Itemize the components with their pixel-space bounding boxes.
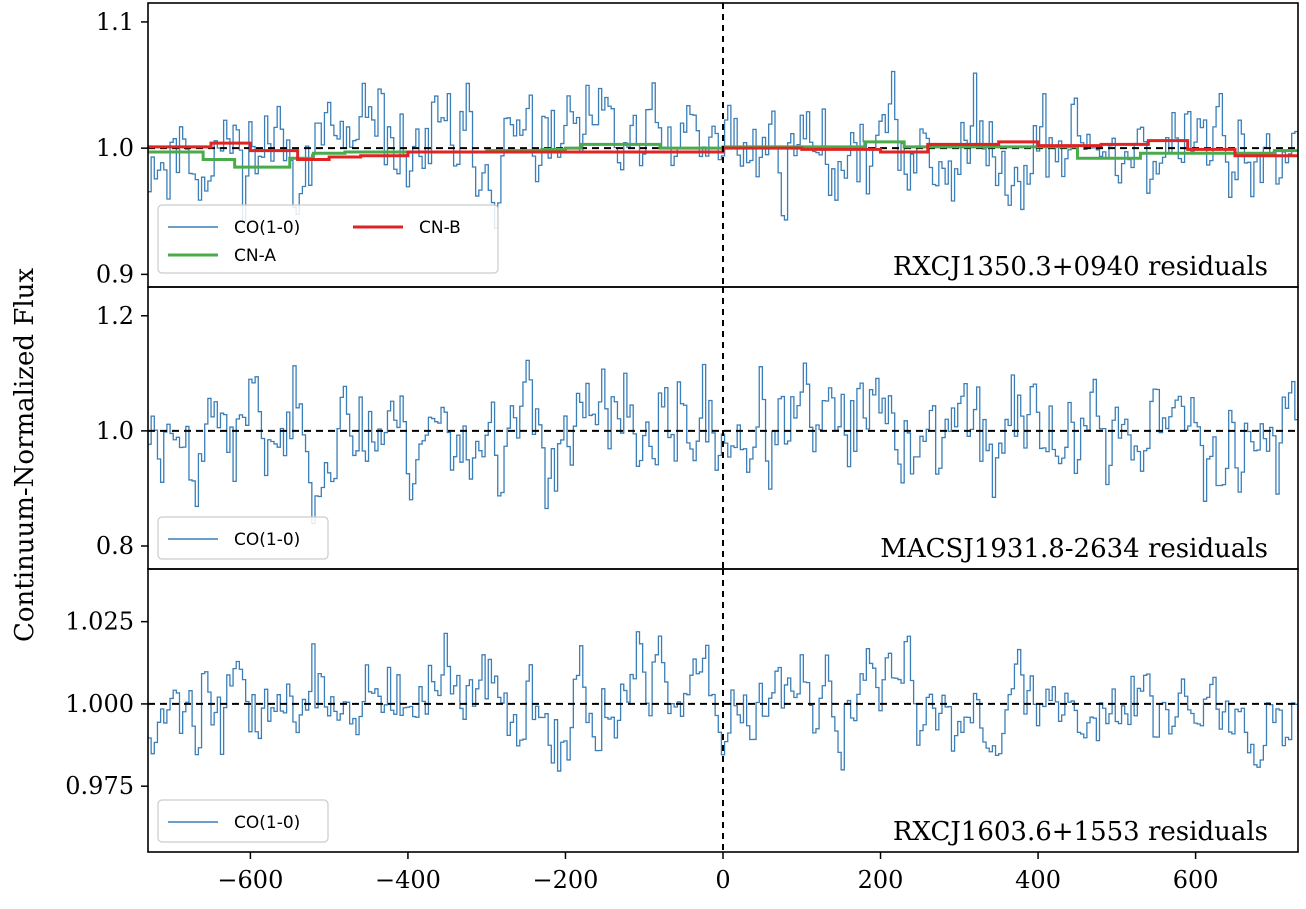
panel-label: RXCJ1350.3+0940 residuals <box>893 252 1268 282</box>
co-series-line <box>148 359 1298 525</box>
cn_b-series-line <box>148 139 1298 162</box>
x-tick-label: 600 <box>1173 866 1219 894</box>
y-tick-label: 1.000 <box>65 690 134 718</box>
y-tick-label: 1.0 <box>96 134 134 162</box>
x-axis: −600 −400 −200 0 200 400 600 <box>217 852 1219 894</box>
y-tick-label: 0.8 <box>96 532 134 560</box>
panels: 0.9 1.0 1.1 RXCJ1350.3+0940 residuals CO(1-0… <box>65 2 1299 853</box>
legend-box <box>157 799 329 843</box>
panel-3: 0.975 1.000 1.025 RXCJ1603.6+1553 residuals… <box>65 568 1299 853</box>
legend: CO(1-0) <box>157 516 329 560</box>
legend: CO(1-0) <box>157 799 329 843</box>
x-tick-label: −200 <box>533 866 599 894</box>
y-tick-label: 0.9 <box>96 260 134 288</box>
legend: CO(1-0) CN-A CN-B <box>157 204 499 274</box>
x-tick-label: 200 <box>858 866 904 894</box>
x-tick-label: −400 <box>375 866 441 894</box>
panel-1: 0.9 1.0 1.1 RXCJ1350.3+0940 residuals CO(1-0… <box>96 2 1299 288</box>
y-tick-label: 1.025 <box>65 608 134 636</box>
plot-area <box>148 70 1298 229</box>
cn_a-series-line <box>148 140 1298 169</box>
legend-entry: CN-A <box>234 246 276 266</box>
y-tick-label: 0.975 <box>65 772 134 800</box>
legend-box <box>157 204 499 274</box>
legend-entry: CO(1-0) <box>234 813 300 833</box>
co-series-line <box>148 631 1298 772</box>
panel-label: RXCJ1603.6+1553 residuals <box>893 817 1268 847</box>
plot-area <box>148 359 1298 525</box>
legend-box <box>157 516 329 560</box>
legend-entry: CO(1-0) <box>234 218 300 238</box>
y-tick-label: 1.1 <box>96 8 134 36</box>
legend-entry: CO(1-0) <box>234 530 300 550</box>
y-axis-label: Continuum-Normalized Flux <box>10 268 40 642</box>
panel-2: 0.8 1.0 1.2 MACSJ1931.8-2634 residuals CO(1-… <box>96 286 1299 570</box>
x-tick-label: 400 <box>1015 866 1061 894</box>
y-tick-label: 1.2 <box>96 302 134 330</box>
plot-area <box>148 631 1298 772</box>
x-tick-label: 0 <box>715 866 730 894</box>
x-tick-label: −600 <box>217 866 283 894</box>
y-tick-label: 1.0 <box>96 417 134 445</box>
panel-label: MACSJ1931.8-2634 residuals <box>880 534 1268 564</box>
legend-entry: CN-B <box>419 218 461 238</box>
